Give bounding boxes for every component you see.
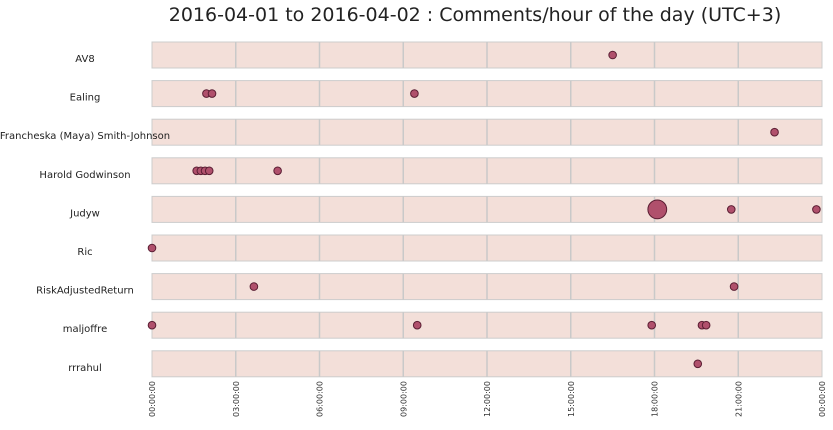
x-tick-label: 15:00:00	[567, 381, 576, 417]
row-bands	[151, 41, 823, 378]
row-label: RiskAdjustedReturn	[36, 286, 134, 297]
row-band	[151, 350, 823, 378]
row-label: rrrahul	[68, 363, 102, 374]
data-point	[147, 243, 157, 253]
x-tick-label: 18:00:00	[651, 381, 660, 417]
row-label: Francheska (Maya) Smith-Johnson	[0, 131, 170, 142]
row-band	[151, 41, 823, 69]
row-band	[151, 157, 823, 185]
data-point	[147, 320, 157, 330]
x-tick-label: 03:00:00	[232, 381, 241, 417]
row-label: maljoffre	[63, 324, 107, 335]
data-point	[608, 50, 617, 60]
data-point	[249, 282, 259, 291]
row-band	[151, 195, 823, 223]
row-band	[151, 118, 823, 146]
data-point	[273, 166, 282, 176]
data-point	[726, 205, 736, 214]
row-label: Ric	[77, 247, 92, 258]
row-label: Harold Godwinson	[39, 170, 130, 181]
data-point	[812, 205, 821, 214]
row-label: Judyw	[69, 208, 100, 219]
row-band	[151, 234, 823, 262]
data-point	[770, 127, 779, 137]
data-point	[207, 89, 217, 98]
data-point	[701, 320, 711, 330]
row-band	[151, 273, 823, 301]
data-point	[204, 166, 214, 176]
x-tick-label: 06:00:00	[316, 381, 325, 417]
data-point	[410, 89, 419, 98]
row-labels: AV8 Ealing Francheska (Maya) Smith-Johnson…	[0, 54, 170, 374]
chart-title: 2016-04-01 to 2016-04-02 : Comments/hour…	[169, 4, 781, 26]
row-band	[151, 80, 823, 108]
x-tick-labels: 00:00:00 03:00:00 06:00:00 09:00:00 12:00:00…	[148, 381, 827, 417]
data-point	[729, 282, 739, 291]
x-tick-label: 00:00:00	[148, 381, 157, 417]
row-band	[151, 311, 823, 339]
x-tick-label: 12:00:00	[483, 381, 492, 417]
data-points	[147, 50, 821, 369]
row-label: AV8	[75, 54, 94, 65]
x-tick-label: 09:00:00	[399, 381, 408, 417]
data-point	[647, 199, 668, 220]
data-point	[412, 320, 422, 330]
data-point	[693, 359, 703, 369]
data-point	[647, 320, 657, 330]
x-tick-label: 00:00:00	[818, 381, 827, 417]
x-tick-label: 21:00:00	[734, 381, 743, 417]
row-label: Ealing	[70, 93, 101, 104]
